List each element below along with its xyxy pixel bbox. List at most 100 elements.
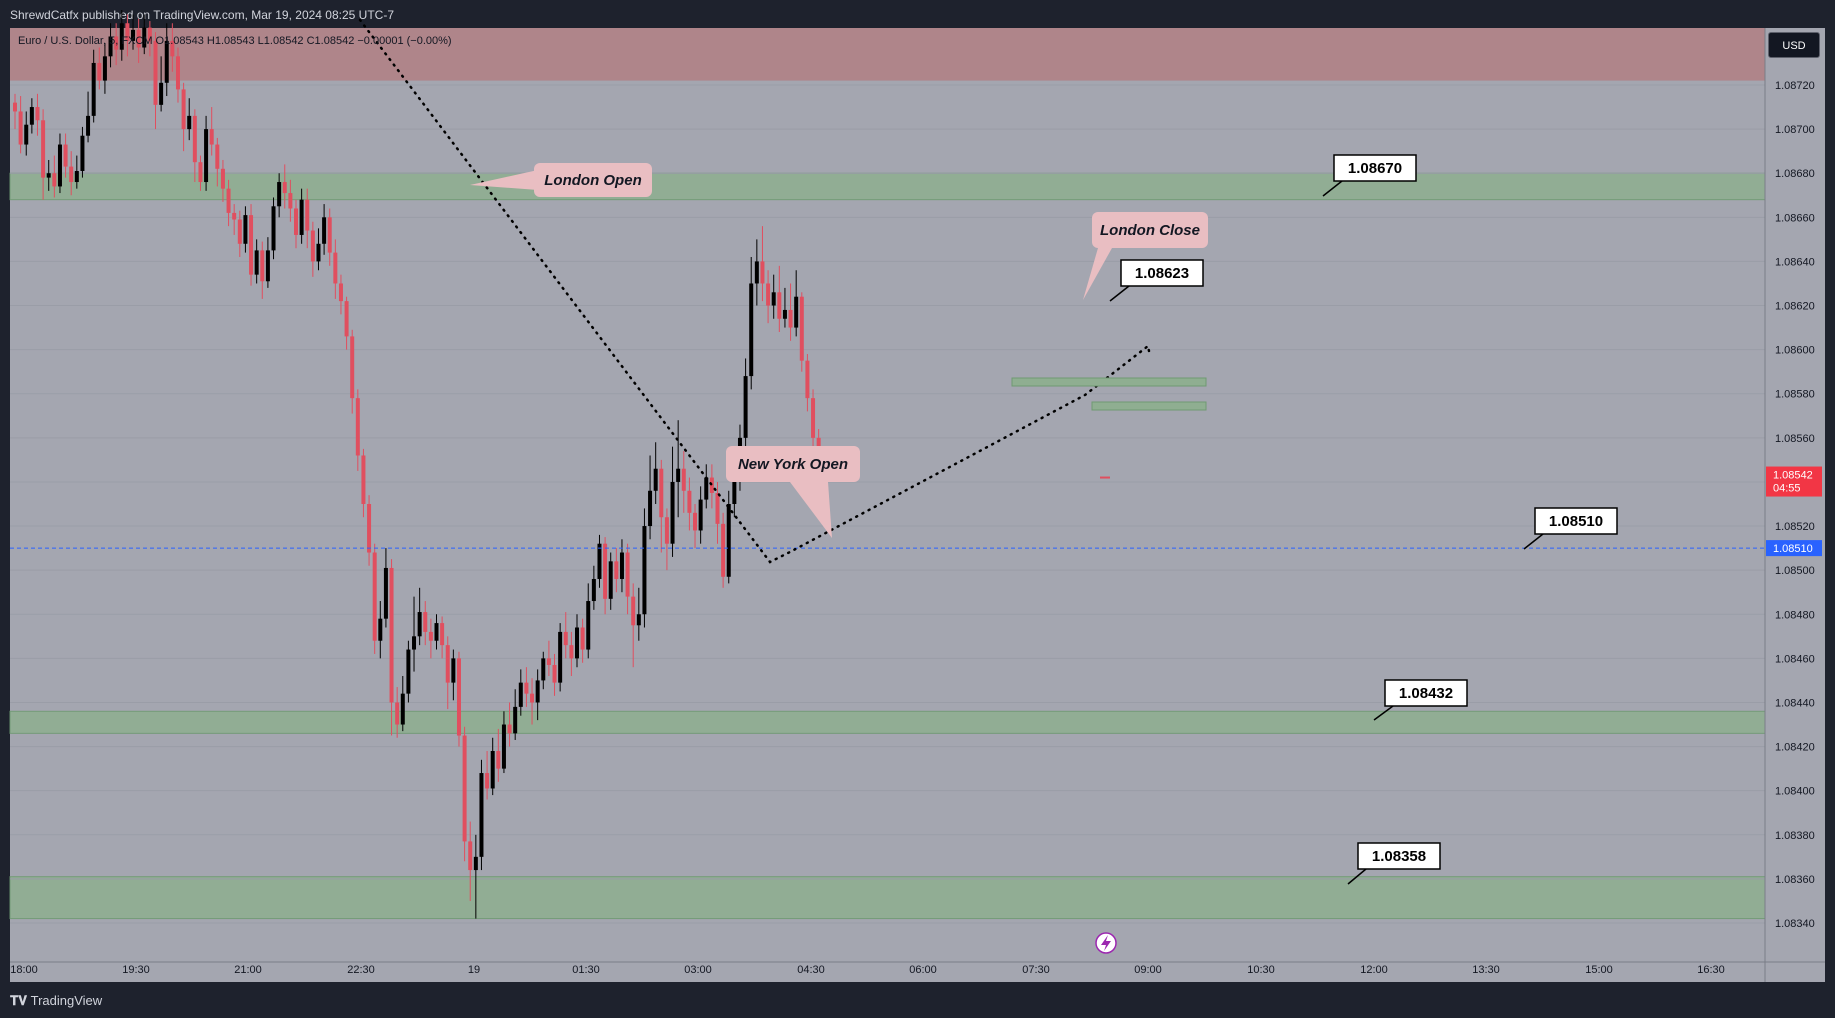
candle-49 — [288, 179, 293, 222]
candle-1 — [18, 96, 23, 154]
x-tick-label-11: 10:30 — [1247, 964, 1275, 976]
candle-body — [24, 124, 29, 145]
candle-body — [563, 631, 568, 646]
candle-20 — [125, 14, 130, 57]
candle-17 — [108, 23, 113, 68]
candle-25 — [153, 32, 158, 130]
candle-body — [709, 477, 714, 493]
candle-4 — [35, 93, 40, 136]
candle-body — [799, 296, 804, 361]
candle-body — [653, 468, 658, 491]
candle-body — [86, 115, 91, 136]
candle-body — [445, 645, 450, 683]
candle-body — [181, 89, 186, 130]
candle-53 — [310, 221, 315, 277]
candle-134 — [766, 270, 771, 324]
candle-body — [299, 199, 304, 235]
candle-body — [63, 144, 68, 167]
candle-body — [131, 29, 136, 41]
candle-85 — [490, 737, 495, 796]
candle-58 — [338, 274, 343, 315]
candle-body — [125, 23, 130, 41]
candle-body — [209, 129, 214, 145]
candle-105 — [603, 537, 608, 615]
candle-18 — [114, 23, 119, 66]
candle-body — [530, 693, 535, 703]
candle-131 — [749, 257, 754, 390]
candle-3 — [29, 98, 34, 134]
candle-45 — [265, 237, 270, 288]
level-price-tag-text: 1.08510 — [1773, 543, 1813, 555]
candle-body — [243, 215, 248, 244]
candle-body — [659, 468, 664, 518]
candle-body — [215, 144, 220, 169]
x-tick-label-13: 13:30 — [1472, 964, 1500, 976]
candle-body — [507, 724, 512, 734]
currency-button[interactable]: USD — [1768, 32, 1820, 58]
candle-body — [782, 309, 787, 319]
candle-body — [80, 135, 85, 172]
candle-15 — [97, 47, 102, 90]
candle-95 — [546, 640, 551, 677]
y-tick-label-18: 1.08360 — [1775, 874, 1815, 886]
candle-38 — [226, 179, 231, 227]
candle-body — [456, 658, 461, 736]
candle-body — [57, 144, 62, 187]
dotted-projection-path — [358, 18, 1152, 564]
candle-84 — [485, 750, 490, 800]
callout-london-open: London Open — [470, 163, 652, 197]
candle-114 — [653, 442, 658, 504]
candle-54 — [316, 228, 321, 271]
x-tick-label-3: 22:30 — [347, 964, 375, 976]
callout-london-close: London Close — [1083, 212, 1208, 300]
candle-body — [608, 561, 613, 599]
candle-body — [108, 36, 113, 57]
level-label-pointer — [1347, 868, 1367, 885]
current-price-tag-bg — [1766, 466, 1822, 497]
candle-body — [636, 614, 641, 626]
candle-body — [428, 631, 433, 641]
level-label-pointer — [1373, 705, 1394, 721]
candle-35 — [209, 107, 214, 156]
candle-body — [114, 36, 119, 50]
candle-120 — [687, 477, 692, 531]
candle-body — [811, 398, 816, 438]
callout-london-open-tail — [470, 170, 538, 190]
candle-13 — [86, 91, 91, 143]
candle-104 — [597, 534, 602, 588]
candle-body — [704, 477, 709, 500]
tradingview-logo[interactable]: 𝐓𝐕 TradingView — [10, 993, 102, 1009]
callout-new-york-open: New York Open — [726, 446, 860, 538]
candle-44 — [260, 241, 265, 299]
x-tick-label-8: 06:00 — [909, 964, 937, 976]
drawings-layer: London Open New York Open London Close 1.08… — [10, 18, 1765, 954]
candle-body — [355, 398, 360, 456]
candle-body — [164, 40, 169, 83]
callout-london-close-tail — [1083, 248, 1112, 300]
candle-136 — [777, 265, 782, 332]
level-label-1-08432: 1.08432 — [1373, 679, 1468, 721]
candle-119 — [681, 451, 686, 513]
y-tick-label-3: 1.08660 — [1775, 212, 1815, 224]
candle-body — [333, 252, 338, 284]
candle-138 — [788, 283, 793, 341]
candle-body — [417, 612, 422, 637]
candle-42 — [249, 204, 254, 286]
level-label-pointer — [1523, 533, 1544, 550]
candle-11 — [74, 155, 79, 189]
candle-body — [232, 212, 237, 220]
candle-body — [777, 292, 782, 319]
candle-body — [316, 243, 321, 262]
x-tick-label-2: 21:00 — [234, 964, 262, 976]
candle-body — [310, 230, 315, 262]
candle-body — [52, 173, 57, 187]
candle-body — [580, 627, 585, 650]
candle-body — [518, 682, 523, 707]
lightning-icon-bolt — [1101, 935, 1111, 951]
candle-19 — [119, 10, 124, 61]
candle-body — [805, 360, 810, 399]
callout-new-york-open-tail — [790, 482, 832, 538]
candle-body — [687, 490, 692, 513]
candle-9 — [63, 133, 68, 178]
